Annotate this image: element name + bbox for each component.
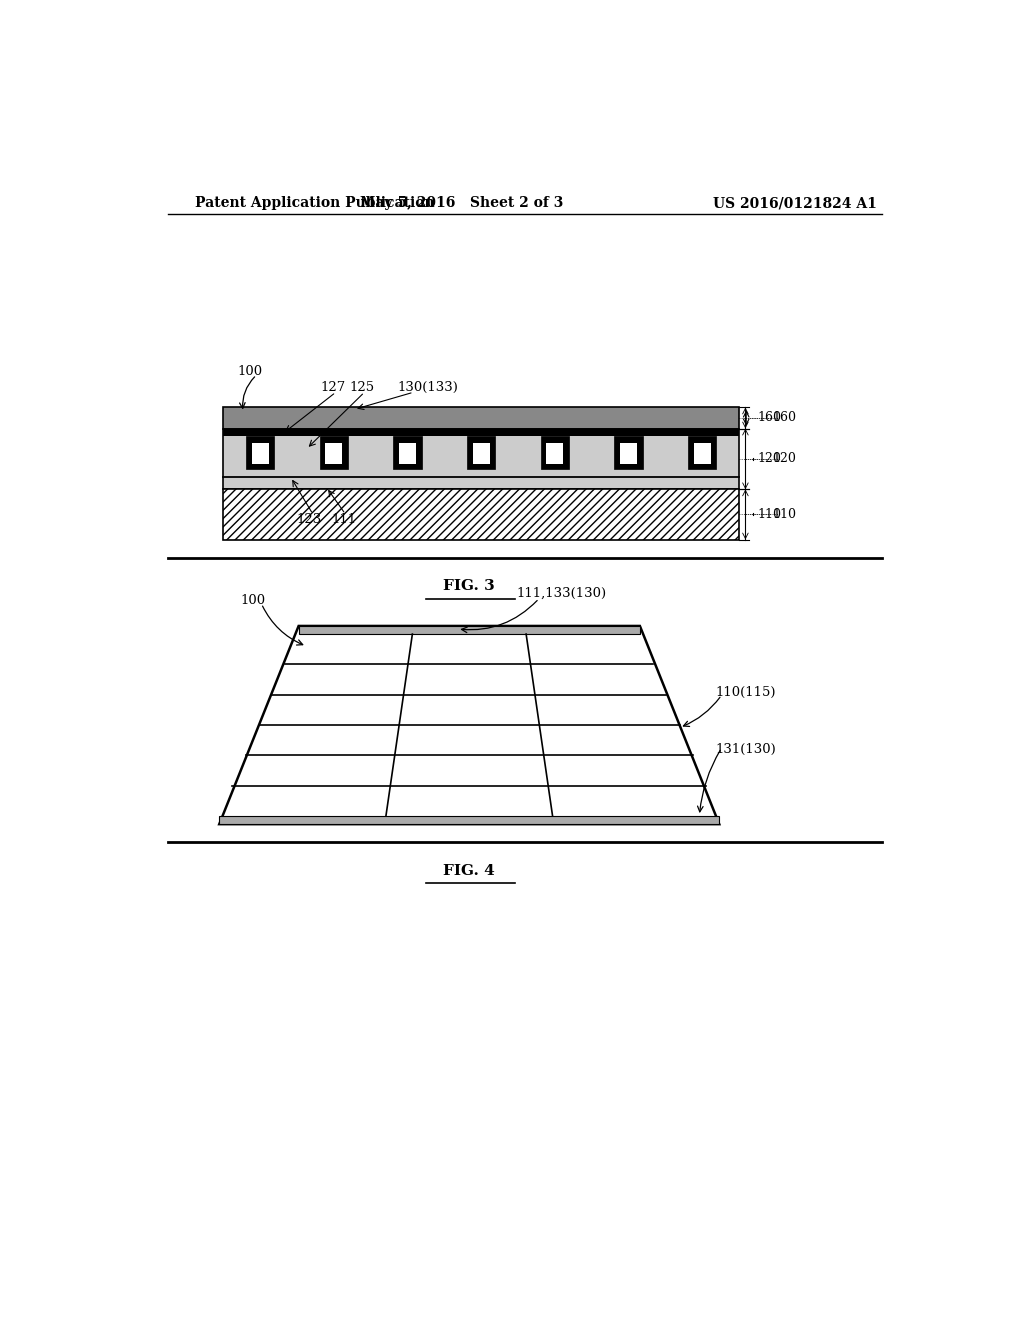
Bar	[319, 436, 348, 470]
Text: 111,133(130): 111,133(130)	[517, 587, 607, 599]
Text: 110: 110	[772, 508, 797, 521]
Text: FIG. 4: FIG. 4	[443, 863, 496, 878]
Text: 100: 100	[241, 594, 266, 607]
Bar	[246, 436, 274, 470]
Bar	[326, 442, 342, 465]
Text: US 2016/0121824 A1: US 2016/0121824 A1	[713, 197, 877, 210]
Polygon shape	[219, 816, 719, 824]
Bar	[393, 436, 422, 470]
Text: 111: 111	[332, 512, 356, 525]
Bar	[223, 490, 739, 540]
Text: 120: 120	[772, 453, 797, 466]
Polygon shape	[219, 626, 719, 824]
Text: 125: 125	[349, 380, 375, 393]
Text: 131(130): 131(130)	[715, 743, 776, 756]
Bar	[473, 442, 489, 465]
Bar	[547, 442, 563, 465]
Text: 160: 160	[758, 412, 781, 425]
Text: 123: 123	[296, 512, 322, 525]
Bar	[541, 436, 569, 470]
Bar	[467, 436, 496, 470]
Bar	[688, 436, 717, 470]
Text: 127: 127	[321, 380, 345, 393]
Text: 110(115): 110(115)	[715, 685, 776, 698]
Bar	[693, 442, 711, 465]
Text: 160: 160	[772, 412, 797, 425]
Bar	[620, 442, 637, 465]
Text: FIG. 3: FIG. 3	[443, 579, 496, 593]
Bar	[223, 429, 739, 436]
Text: 120: 120	[758, 453, 781, 466]
Bar	[252, 442, 268, 465]
Bar	[223, 408, 739, 429]
Text: 130(133): 130(133)	[397, 380, 459, 393]
Text: Patent Application Publication: Patent Application Publication	[196, 197, 435, 210]
Polygon shape	[299, 626, 640, 634]
Text: May 5, 2016   Sheet 2 of 3: May 5, 2016 Sheet 2 of 3	[359, 197, 563, 210]
Bar	[399, 442, 416, 465]
Text: 100: 100	[238, 366, 262, 379]
Text: 110: 110	[758, 508, 781, 521]
Bar	[614, 436, 643, 470]
Bar	[223, 429, 739, 490]
